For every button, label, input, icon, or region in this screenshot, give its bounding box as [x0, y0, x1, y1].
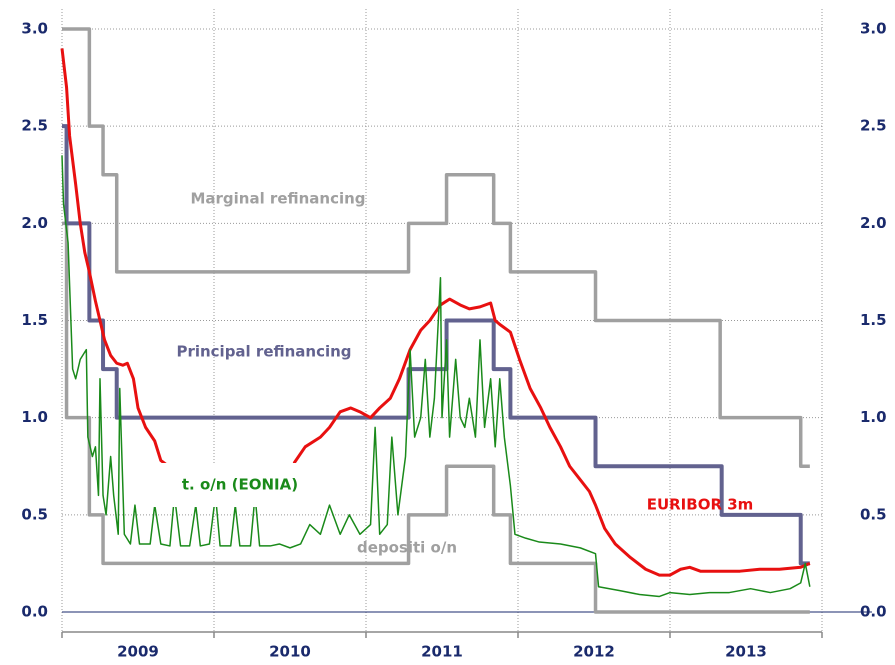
series-label: EURIBOR 3m	[647, 496, 754, 514]
series-label: Principal refinancing	[176, 343, 351, 361]
y2-tick-label: 1.5	[860, 311, 887, 329]
x-tick-label: 2009	[117, 643, 159, 661]
x-tick-label: 2011	[421, 643, 463, 661]
x-tick-label: 2013	[725, 643, 767, 661]
label-box	[152, 463, 328, 507]
y-tick-label: 2.0	[21, 214, 48, 232]
y-tick-label: 1.0	[21, 408, 48, 426]
series-line	[61, 155, 811, 598]
series-line	[62, 27, 810, 468]
y2-tick-label: 1.0	[860, 408, 887, 426]
y-tick-label: 2.5	[21, 117, 48, 135]
y2-tick-label: 0.5	[860, 505, 887, 523]
x-tick-label: 2010	[269, 643, 311, 661]
series-label: depositi o/n	[357, 539, 457, 557]
y-tick-label: 0.0	[21, 603, 48, 621]
y2-tick-label: 0.0	[860, 603, 887, 621]
y2-tick-label: 2.0	[860, 214, 887, 232]
y-tick-label: 3.0	[21, 20, 48, 38]
y2-tick-label: 3.0	[860, 20, 887, 38]
series-line	[60, 48, 811, 577]
x-tick-label: 2012	[573, 643, 615, 661]
y2-tick-label: 2.5	[860, 117, 887, 135]
y-tick-label: 1.5	[21, 311, 48, 329]
y-tick-label: 0.5	[21, 505, 48, 523]
series-line	[62, 221, 810, 614]
series-label: Marginal refinancing	[190, 190, 365, 208]
series-label: t. o/n (EONIA)	[182, 476, 298, 494]
